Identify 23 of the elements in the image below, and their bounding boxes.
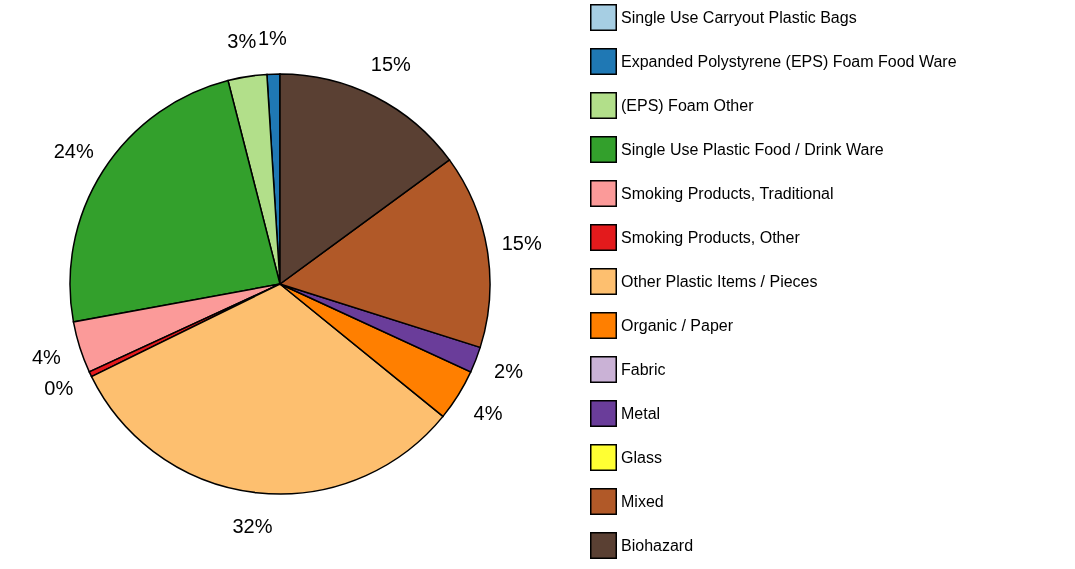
data-label: 3% (227, 29, 257, 52)
legend-label: Organic / Paper (621, 316, 734, 334)
legend-label: Glass (621, 448, 662, 466)
data-label: 1% (257, 27, 287, 50)
data-label: 32% (232, 515, 273, 538)
legend-label: Single Use Carryout Plastic Bags (621, 8, 857, 26)
legend-label: Expanded Polystyrene (EPS) Foam Food Ware (621, 52, 957, 70)
data-label: 4% (31, 345, 62, 368)
legend-label: Single Use Plastic Food / Drink Ware (621, 140, 884, 158)
legend-label: Smoking Products, Other (621, 228, 801, 246)
legend-label: Other Plastic Items / Pieces (621, 272, 818, 290)
legend-label: Biohazard (621, 536, 694, 554)
legend-label: Smoking Products, Traditional (621, 184, 834, 202)
data-label: 24% (53, 139, 94, 162)
legend-label: Mixed (621, 492, 664, 510)
data-label: 2% (494, 360, 524, 383)
data-label: 15% (370, 53, 412, 76)
data-label: 0% (44, 377, 74, 400)
legend-label: (EPS) Foam Other (621, 96, 755, 114)
data-label: 15% (501, 232, 542, 255)
legend-label: Fabric (621, 360, 666, 378)
data-label: 4% (473, 401, 503, 424)
legend-label: Metal (621, 404, 661, 422)
